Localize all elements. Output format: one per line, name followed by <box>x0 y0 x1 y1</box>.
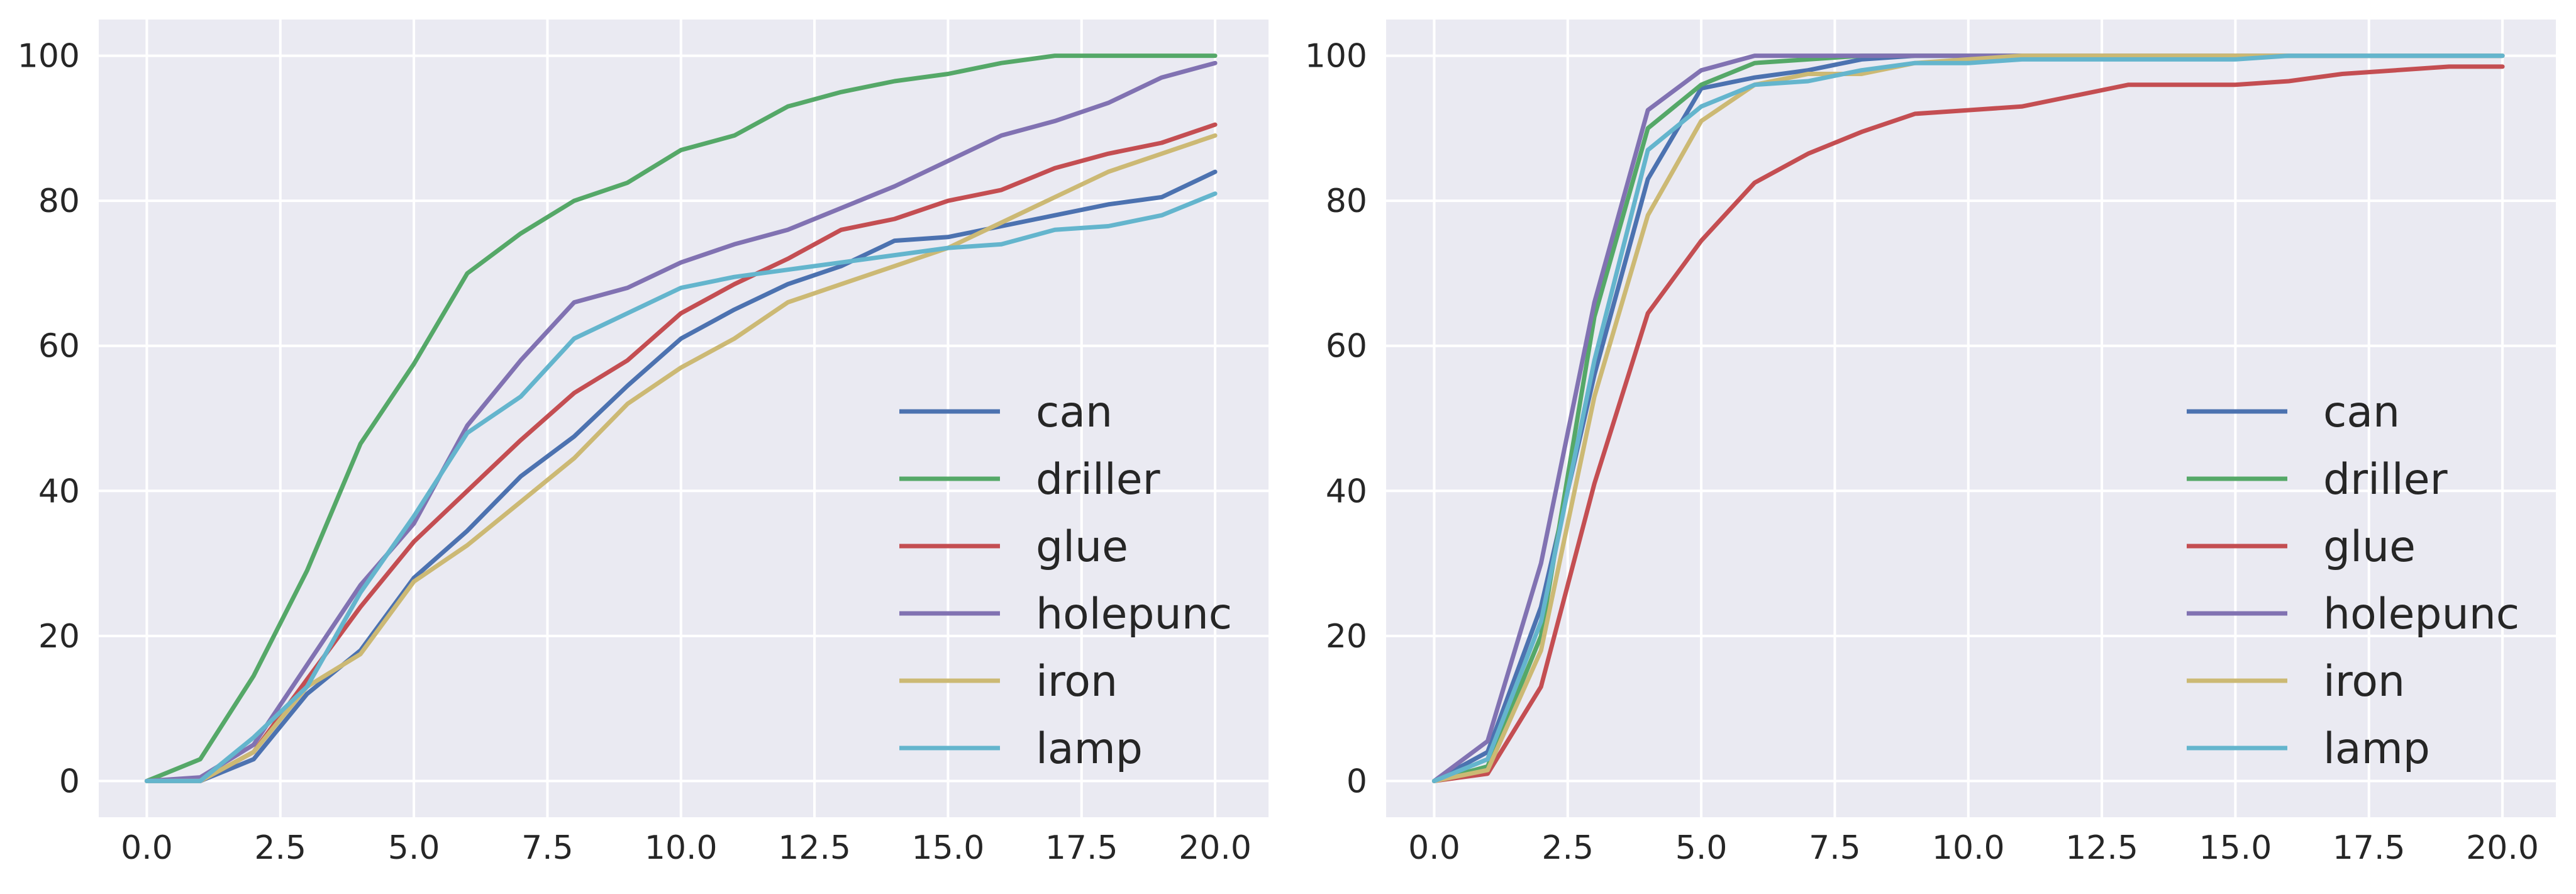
x-tick-label: 2.5 <box>254 829 306 867</box>
series-line-glue <box>1431 64 2505 783</box>
series-line-lamp <box>144 191 1218 783</box>
x-tick-label: 12.5 <box>778 829 851 867</box>
y-tick-label: 80 <box>1326 182 1367 220</box>
series-line-can <box>144 169 1218 783</box>
x-tick-label: 10.0 <box>645 829 718 867</box>
y-tick-label: 80 <box>38 182 80 220</box>
x-tick-label: 12.5 <box>2065 829 2138 867</box>
y-tick-label: 60 <box>38 328 80 366</box>
x-tick-label: 0.0 <box>1408 829 1460 867</box>
legend-label-lamp: lamp <box>1036 724 1143 774</box>
y-tick-label: 0 <box>59 763 80 800</box>
y-tick-label: 100 <box>18 38 80 75</box>
x-tick-label: 17.5 <box>1045 829 1118 867</box>
series-line-holepunc <box>144 60 1218 783</box>
x-tick-label: 7.5 <box>1809 829 1861 867</box>
x-tick-label: 0.0 <box>121 829 173 867</box>
x-tick-label: 10.0 <box>1932 829 2005 867</box>
y-tick-label: 40 <box>38 472 80 510</box>
legend-label-holepunc: holepunc <box>1036 589 1232 639</box>
x-tick-label: 15.0 <box>912 829 985 867</box>
legend-label-iron: iron <box>2323 657 2405 707</box>
legend-label-iron: iron <box>1036 657 1118 707</box>
y-tick-label: 100 <box>1305 38 1367 75</box>
y-tick-label: 20 <box>1326 618 1367 656</box>
legend-label-driller: driller <box>2323 455 2448 505</box>
x-tick-label: 17.5 <box>2333 829 2406 867</box>
series-line-driller <box>144 53 1218 783</box>
x-tick-label: 5.0 <box>1675 829 1728 867</box>
legend-label-driller: driller <box>1036 455 1160 505</box>
series-line-lamp <box>1431 53 2505 783</box>
legend: can driller glue holepunc iron lamp <box>899 388 1232 774</box>
y-tick-label: 0 <box>1346 763 1367 800</box>
legend-label-glue: glue <box>1036 522 1128 572</box>
x-tick-label: 15.0 <box>2199 829 2272 867</box>
legend-label-can: can <box>2323 388 2400 437</box>
chart-panel-2: 0.0 2.5 5.0 7.5 10.0 12.5 15.0 17.5 20.0 0 20 40 60 8… <box>1305 20 2556 867</box>
legend-label-lamp: lamp <box>2323 724 2430 774</box>
legend-label-glue: glue <box>2323 522 2416 572</box>
x-tick-label: 5.0 <box>388 829 440 867</box>
x-tick-label: 2.5 <box>1541 829 1594 867</box>
y-tick-label: 20 <box>38 618 80 656</box>
legend-label-can: can <box>1036 388 1113 437</box>
y-tick-label: 60 <box>1326 328 1367 366</box>
legend-label-holepunc: holepunc <box>2323 589 2519 639</box>
x-tick-label: 20.0 <box>1179 829 1252 867</box>
series-line-iron <box>144 133 1218 783</box>
legend: can driller glue holepunc iron lamp <box>2187 388 2519 774</box>
x-tick-label: 20.0 <box>2466 829 2539 867</box>
x-tick-label: 7.5 <box>521 829 574 867</box>
chart-panel-1: 0.0 2.5 5.0 7.5 10.0 12.5 15.0 17.5 20.0 0 20 40 60 8… <box>18 20 1269 867</box>
y-tick-label: 40 <box>1326 472 1367 510</box>
